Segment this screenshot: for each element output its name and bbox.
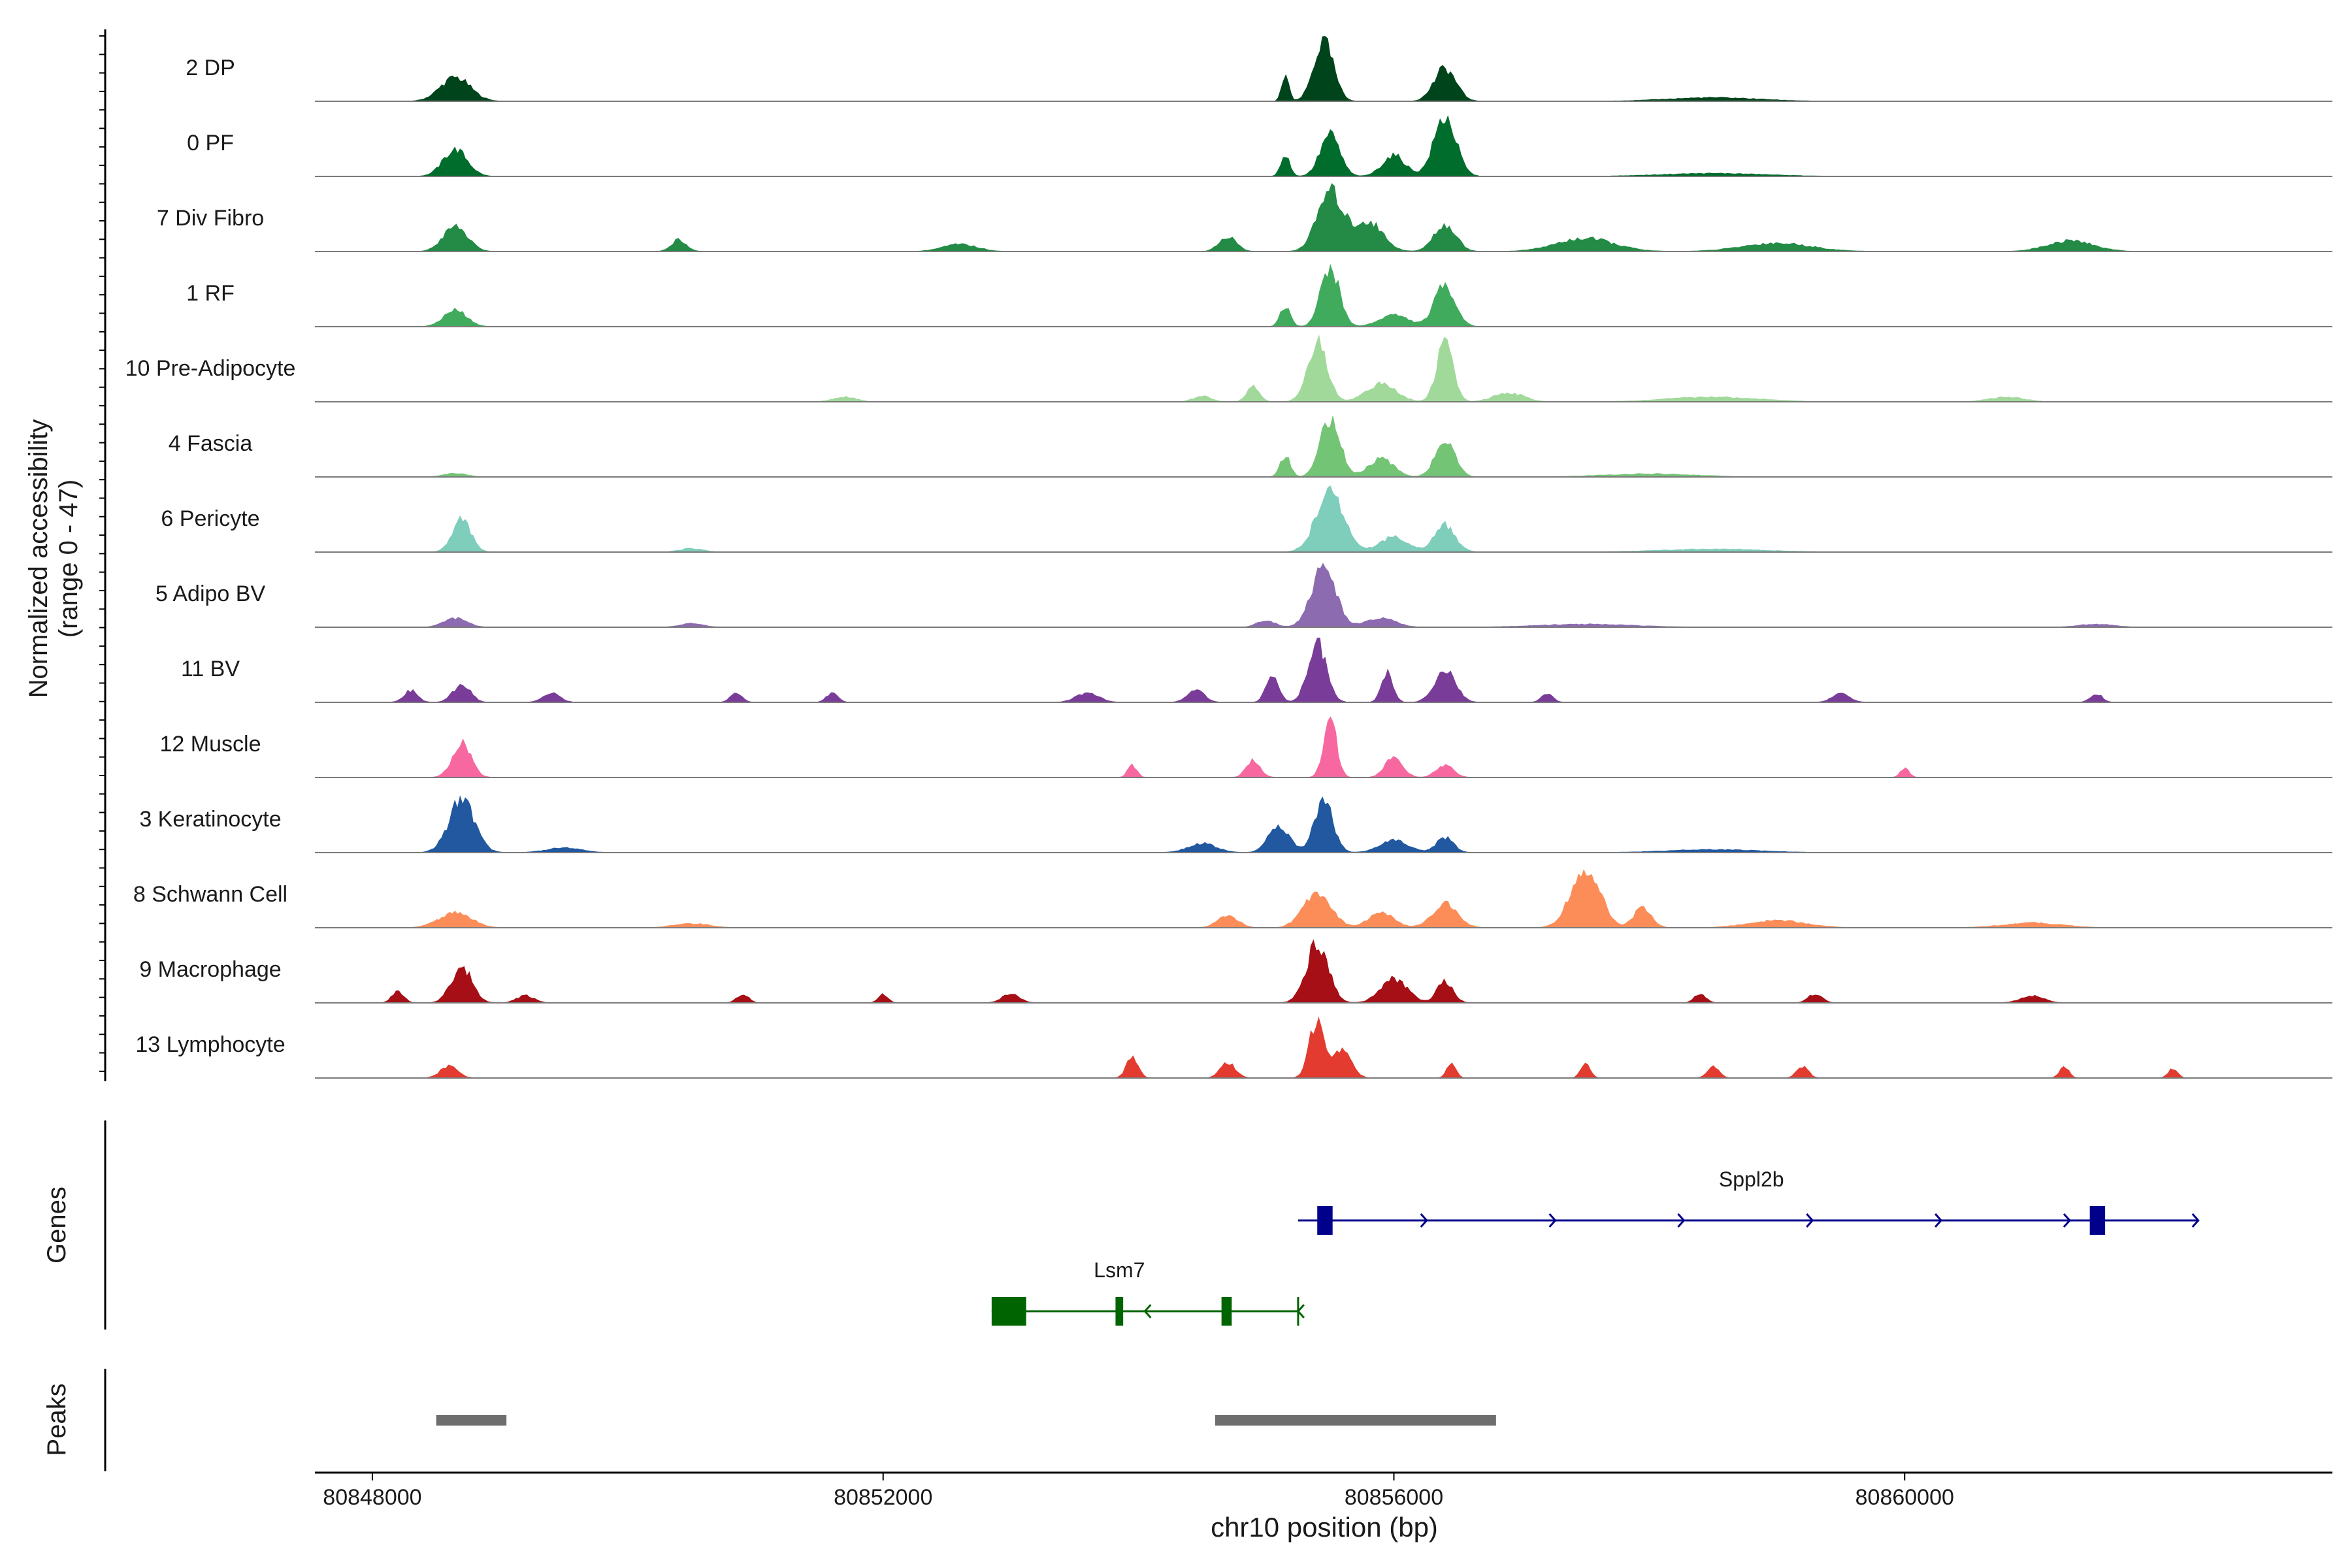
coverage-area — [366, 416, 2198, 478]
coverage-area — [398, 563, 2161, 628]
exon-0 — [1317, 1206, 1333, 1235]
coverage-area — [417, 1016, 2198, 1079]
strand-arrow — [1420, 1213, 1428, 1228]
x-tick-label: 80848000 — [323, 1485, 421, 1510]
genes-label: Genes — [42, 1186, 71, 1264]
track-0: 2 DP — [186, 36, 2332, 102]
track-label: 6 Pericyte — [161, 506, 259, 531]
strand-arrow — [1677, 1213, 1686, 1228]
strand-arrow — [1143, 1303, 1152, 1319]
peak-regions — [436, 1415, 1496, 1426]
strand-arrow — [2191, 1213, 2200, 1228]
coverage-area — [410, 716, 1931, 778]
track-10: 3 Keratinocyte — [139, 795, 2332, 853]
track-label: 11 BV — [181, 657, 240, 681]
track-7: 5 Adipo BV — [155, 563, 2332, 628]
strand-arrow — [1934, 1213, 1943, 1228]
coverage-area — [366, 869, 2198, 928]
exon-2 — [1221, 1297, 1232, 1326]
gene-lsm7: Lsm7 — [991, 1258, 1305, 1326]
strand-arrow — [2063, 1213, 2071, 1228]
coverage-area — [366, 485, 2198, 553]
y-axis-label-line1: Normalized accessibility — [24, 419, 53, 698]
exon-1 — [1115, 1297, 1124, 1326]
track-label: 9 Macrophage — [139, 957, 281, 982]
exon-0 — [991, 1297, 1026, 1326]
track-label: 2 DP — [186, 56, 235, 80]
x-tick-label: 80852000 — [834, 1485, 932, 1510]
gene-models: Sppl2b Lsm7 — [991, 1168, 2200, 1326]
peak-0 — [436, 1415, 507, 1426]
track-label: 1 RF — [186, 281, 235, 306]
track-label: 12 Muscle — [160, 732, 261, 757]
y-axis-label-line2: (range 0 - 47) — [54, 480, 83, 638]
x-axis-label: chr10 position (bp) — [1211, 1512, 1438, 1543]
coverage-area — [366, 637, 2135, 703]
track-label: 10 Pre-Adipocyte — [125, 356, 296, 381]
coverage-area — [359, 939, 2198, 1004]
track-6: 6 Pericyte — [161, 485, 2332, 553]
track-label: 5 Adipo BV — [155, 581, 266, 606]
track-5: 4 Fascia — [169, 416, 2332, 478]
track-8: 11 BV — [181, 637, 2332, 703]
coverage-area — [366, 795, 2198, 853]
x-axis-ticks: 80848000 80852000 80856000 80860000 — [323, 1473, 1954, 1510]
track-1: 0 PF — [187, 115, 2332, 177]
track-4: 10 Pre-Adipocyte — [125, 335, 2332, 402]
coverage-tracks: 2 DP 0 PF 7 Div Fibro 1 RF 10 Pre-Adipocyte 4… — [125, 36, 2332, 1079]
gene-sppl2b: Sppl2b — [1298, 1168, 2200, 1235]
coverage-area — [366, 115, 2173, 177]
gene-label: Lsm7 — [1094, 1258, 1145, 1282]
strand-arrow — [1548, 1213, 1557, 1228]
track-11: 8 Schwann Cell — [133, 869, 2332, 928]
track-2: 7 Div Fibro — [157, 183, 2332, 252]
track-label: 13 Lymphocyte — [135, 1032, 285, 1057]
track-13: 13 Lymphocyte — [135, 1016, 2332, 1079]
x-tick-label: 80856000 — [1345, 1485, 1443, 1510]
gene-label: Sppl2b — [1719, 1168, 1784, 1191]
track-label: 8 Schwann Cell — [133, 882, 287, 907]
track-label: 7 Div Fibro — [157, 206, 264, 231]
exon-1 — [2089, 1206, 2106, 1235]
coverage-area — [366, 36, 2198, 102]
coverage-y-ticks — [99, 35, 105, 1072]
track-12: 9 Macrophage — [139, 939, 2332, 1004]
coverage-area — [359, 183, 2198, 252]
track-9: 12 Muscle — [160, 716, 2332, 778]
coverage-area — [793, 335, 2097, 402]
peaks-label: Peaks — [42, 1383, 71, 1456]
track-label: 4 Fascia — [169, 431, 253, 456]
track-3: 1 RF — [186, 263, 2332, 327]
peak-1 — [1215, 1415, 1496, 1426]
track-label: 0 PF — [187, 131, 234, 155]
strand-arrow — [1806, 1213, 1814, 1228]
x-tick-label: 80860000 — [1855, 1485, 1954, 1510]
track-label: 3 Keratinocyte — [139, 807, 281, 832]
coverage-area — [366, 263, 2198, 327]
